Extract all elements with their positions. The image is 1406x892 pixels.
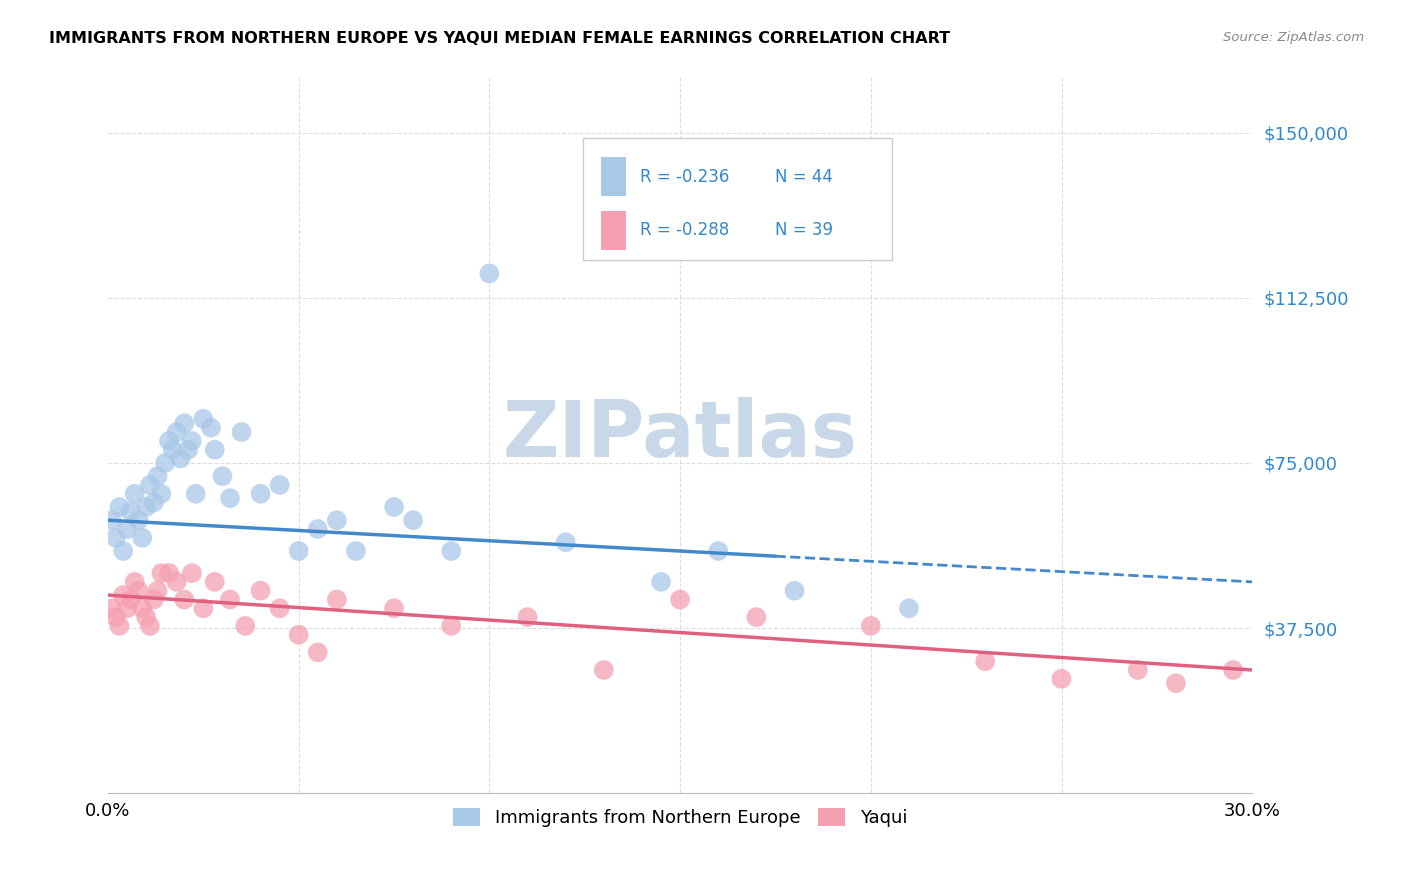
Point — [382, 500, 405, 514]
Point — [184, 487, 207, 501]
Point — [166, 574, 188, 589]
Text: ZIPatlas: ZIPatlas — [502, 398, 858, 474]
Point — [344, 544, 367, 558]
Point — [131, 531, 153, 545]
Point — [124, 574, 146, 589]
Point — [108, 500, 131, 514]
Point — [204, 574, 226, 589]
Point — [231, 425, 253, 439]
Point — [233, 619, 256, 633]
Point — [211, 469, 233, 483]
Point — [307, 522, 329, 536]
Point — [745, 610, 768, 624]
Point — [139, 619, 162, 633]
Point — [173, 592, 195, 607]
Point — [169, 451, 191, 466]
Point — [204, 442, 226, 457]
Point — [1222, 663, 1244, 677]
Point — [249, 487, 271, 501]
Point — [1164, 676, 1187, 690]
Point — [112, 588, 135, 602]
Point — [150, 566, 173, 580]
Text: R = -0.288: R = -0.288 — [640, 221, 730, 239]
Point — [108, 619, 131, 633]
Text: Source: ZipAtlas.com: Source: ZipAtlas.com — [1223, 31, 1364, 45]
Point — [440, 544, 463, 558]
Point — [157, 566, 180, 580]
Legend: Immigrants from Northern Europe, Yaqui: Immigrants from Northern Europe, Yaqui — [446, 801, 914, 834]
Point — [101, 513, 124, 527]
Point — [1050, 672, 1073, 686]
Point — [249, 583, 271, 598]
Bar — [602, 157, 626, 196]
Point — [162, 442, 184, 457]
Point — [783, 583, 806, 598]
Point — [200, 420, 222, 434]
Point — [326, 513, 349, 527]
Point — [142, 495, 165, 509]
Point — [193, 601, 215, 615]
Point — [180, 434, 202, 448]
Point — [193, 412, 215, 426]
Point — [166, 425, 188, 439]
Point — [180, 566, 202, 580]
Point — [101, 601, 124, 615]
Point — [115, 522, 138, 536]
Point — [135, 610, 157, 624]
Point — [139, 478, 162, 492]
Text: R = -0.236: R = -0.236 — [640, 168, 730, 186]
Point — [897, 601, 920, 615]
Point — [1126, 663, 1149, 677]
Point — [142, 592, 165, 607]
Text: N = 39: N = 39 — [775, 221, 834, 239]
Point — [128, 513, 150, 527]
Point — [219, 592, 242, 607]
Point — [120, 504, 142, 518]
Point — [382, 601, 405, 615]
Text: IMMIGRANTS FROM NORTHERN EUROPE VS YAQUI MEDIAN FEMALE EARNINGS CORRELATION CHAR: IMMIGRANTS FROM NORTHERN EUROPE VS YAQUI… — [49, 31, 950, 46]
Point — [707, 544, 730, 558]
Point — [269, 478, 291, 492]
Point — [135, 500, 157, 514]
Point — [120, 592, 142, 607]
Point — [124, 487, 146, 501]
FancyBboxPatch shape — [583, 138, 891, 260]
Point — [115, 601, 138, 615]
Text: N = 44: N = 44 — [775, 168, 832, 186]
Point — [516, 610, 538, 624]
Point — [104, 531, 127, 545]
Point — [104, 610, 127, 624]
Point — [173, 417, 195, 431]
Point — [131, 601, 153, 615]
Point — [146, 469, 169, 483]
Point — [157, 434, 180, 448]
Bar — [602, 211, 626, 250]
Point — [554, 535, 576, 549]
Point — [150, 487, 173, 501]
Point — [402, 513, 425, 527]
Point — [146, 583, 169, 598]
Point — [592, 663, 614, 677]
Point — [440, 619, 463, 633]
Point — [153, 456, 176, 470]
Point — [219, 491, 242, 505]
Point — [669, 592, 692, 607]
Point — [287, 628, 309, 642]
Point — [478, 267, 501, 281]
Point — [287, 544, 309, 558]
Point — [307, 645, 329, 659]
Point — [974, 654, 997, 668]
Point — [859, 619, 882, 633]
Point — [128, 583, 150, 598]
Point — [177, 442, 200, 457]
Point — [269, 601, 291, 615]
Point — [650, 574, 672, 589]
Point — [326, 592, 349, 607]
Point — [112, 544, 135, 558]
